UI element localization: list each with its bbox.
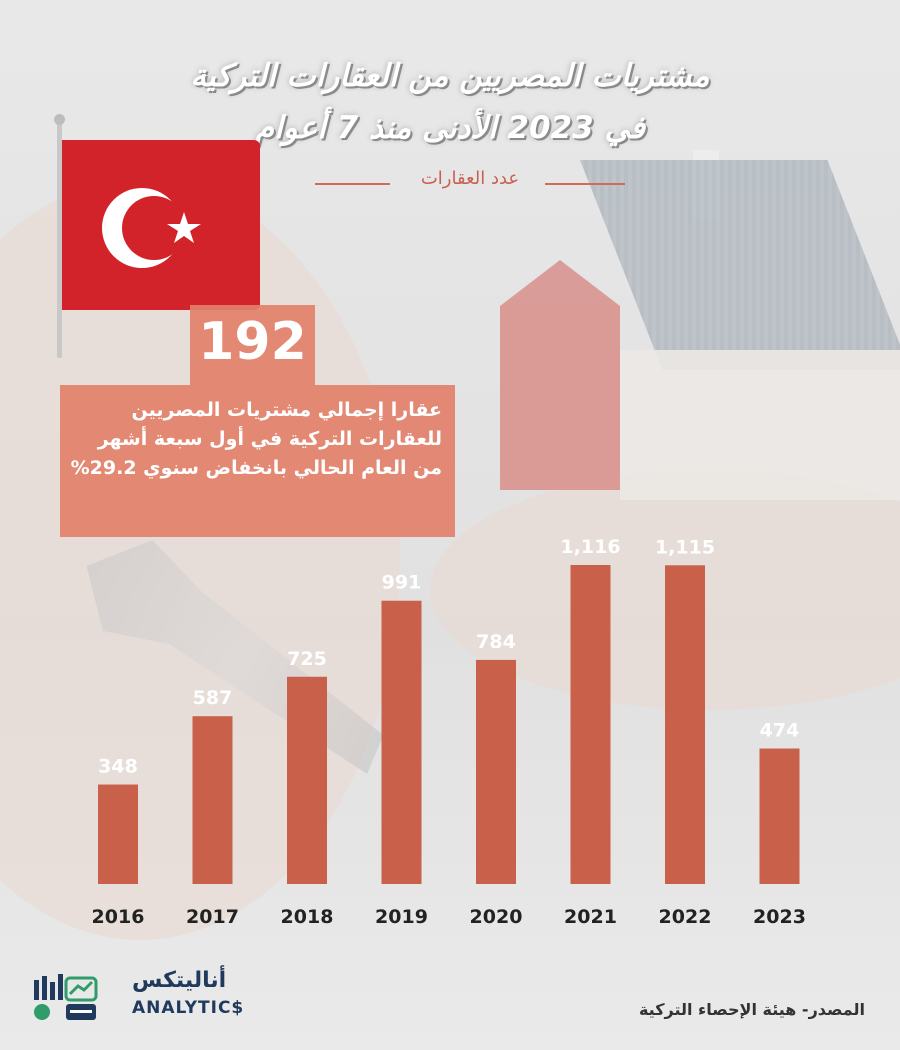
callout-number-box — [190, 305, 315, 385]
bar-2023 — [759, 748, 800, 884]
analytics-logo: أناليتكس ANALYTIC$ — [32, 968, 243, 1028]
bar-2019 — [381, 600, 422, 884]
house-wall-red — [500, 260, 620, 490]
title-line-2: في 2023 الأدنى منذ 7 أعوام — [254, 110, 646, 146]
year-label-2020: 2020 — [470, 906, 523, 928]
subtitle-line-left — [315, 183, 390, 185]
analytics-logo-icon — [34, 974, 98, 1020]
bar-2018 — [287, 676, 327, 884]
axis-subtitle: عدد العقارات — [315, 165, 625, 195]
bar-2016 — [98, 784, 138, 884]
subtitle-text: عدد العقارات — [420, 168, 520, 189]
year-label-2018: 2018 — [281, 906, 334, 928]
year-label-2021: 2021 — [564, 906, 617, 928]
subtitle-line-right — [545, 183, 625, 185]
flag-pole-finial — [54, 114, 65, 125]
value-label-2018: 725 — [287, 648, 327, 670]
value-label-2016: 348 — [98, 756, 138, 778]
year-label-2019: 2019 — [375, 906, 428, 928]
year-label-2022: 2022 — [659, 906, 712, 928]
logo-arabic-text: أناليتكس — [132, 968, 227, 993]
page-title: مشتريات المصريين من العقارات التركية في … — [0, 50, 900, 154]
turkish-flag — [62, 140, 260, 310]
year-labels-group: 2016 2017 2018 2019 2020 2021 2022 2023 — [92, 906, 806, 928]
house-wall-white — [620, 350, 900, 500]
value-label-2022: 1,115 — [655, 536, 715, 558]
bar-2017 — [192, 716, 233, 884]
value-labels-group: 348 587 725 991 784 1,116 1,115 474 — [98, 536, 799, 778]
house-illustration — [460, 150, 900, 510]
flag-pole — [57, 118, 62, 358]
callout-number: 192 — [198, 312, 307, 372]
bar-2022 — [665, 565, 705, 884]
value-label-2021: 1,116 — [560, 536, 620, 558]
year-label-2023: 2023 — [753, 906, 806, 928]
bar-2021 — [570, 565, 611, 884]
value-label-2020: 784 — [476, 631, 516, 653]
callout-text: عقارا إجمالي مشتريات المصريين للعقارات ا… — [70, 399, 442, 479]
value-label-2019: 991 — [382, 572, 422, 594]
source-note: المصدر- هيئة الإحصاء التركية — [638, 1000, 865, 1019]
value-label-2023: 474 — [760, 720, 800, 742]
crescent-star-icon — [102, 188, 201, 268]
logo-english-text: ANALYTIC$ — [132, 998, 245, 1018]
title-line-1: مشتريات المصريين من العقارات التركية — [190, 58, 710, 94]
callout-box — [60, 385, 455, 537]
value-label-2017: 587 — [193, 687, 233, 709]
year-label-2016: 2016 — [92, 906, 145, 928]
bars-group — [98, 565, 800, 884]
bar-2020 — [476, 659, 516, 884]
year-label-2017: 2017 — [186, 906, 239, 928]
